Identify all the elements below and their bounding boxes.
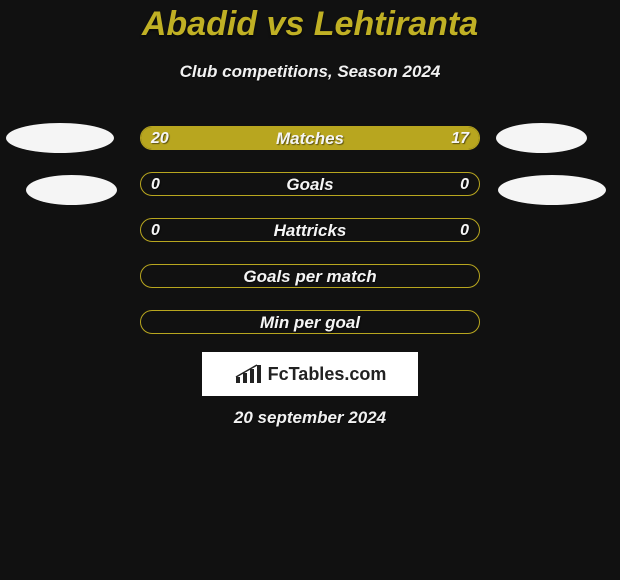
stat-row: Goals per match — [140, 264, 480, 288]
stat-value-left: 20 — [151, 127, 169, 151]
generated-date: 20 september 2024 — [0, 408, 620, 428]
portrait-placeholder — [6, 123, 114, 153]
subtitle: Club competitions, Season 2024 — [0, 62, 620, 82]
stat-row: Goals0 0 — [140, 172, 480, 196]
stat-label: Hattricks — [141, 219, 479, 243]
stat-value-right: 0 — [460, 173, 469, 197]
bar-chart-icon — [234, 363, 262, 385]
stat-value-left: 0 — [151, 173, 160, 197]
stat-label: Matches — [141, 127, 479, 151]
stat-row: Matches20 17 — [140, 126, 480, 150]
stat-value-left: 0 — [151, 219, 160, 243]
portrait-placeholder — [498, 175, 606, 205]
source-logo-text: FcTables.com — [268, 364, 387, 385]
comparison-infographic: Abadid vs Lehtiranta Club competitions, … — [0, 0, 620, 580]
page-title: Abadid vs Lehtiranta — [0, 7, 620, 43]
portrait-placeholder — [496, 123, 587, 153]
stat-value-right: 0 — [460, 219, 469, 243]
stat-label: Goals — [141, 173, 479, 197]
stat-value-right: 17 — [451, 127, 469, 151]
stat-row: Min per goal — [140, 310, 480, 334]
stat-row: Hattricks0 0 — [140, 218, 480, 242]
stat-label: Goals per match — [141, 265, 479, 289]
source-logo: FcTables.com — [202, 352, 418, 396]
stat-label: Min per goal — [141, 311, 479, 335]
portrait-placeholder — [26, 175, 117, 205]
